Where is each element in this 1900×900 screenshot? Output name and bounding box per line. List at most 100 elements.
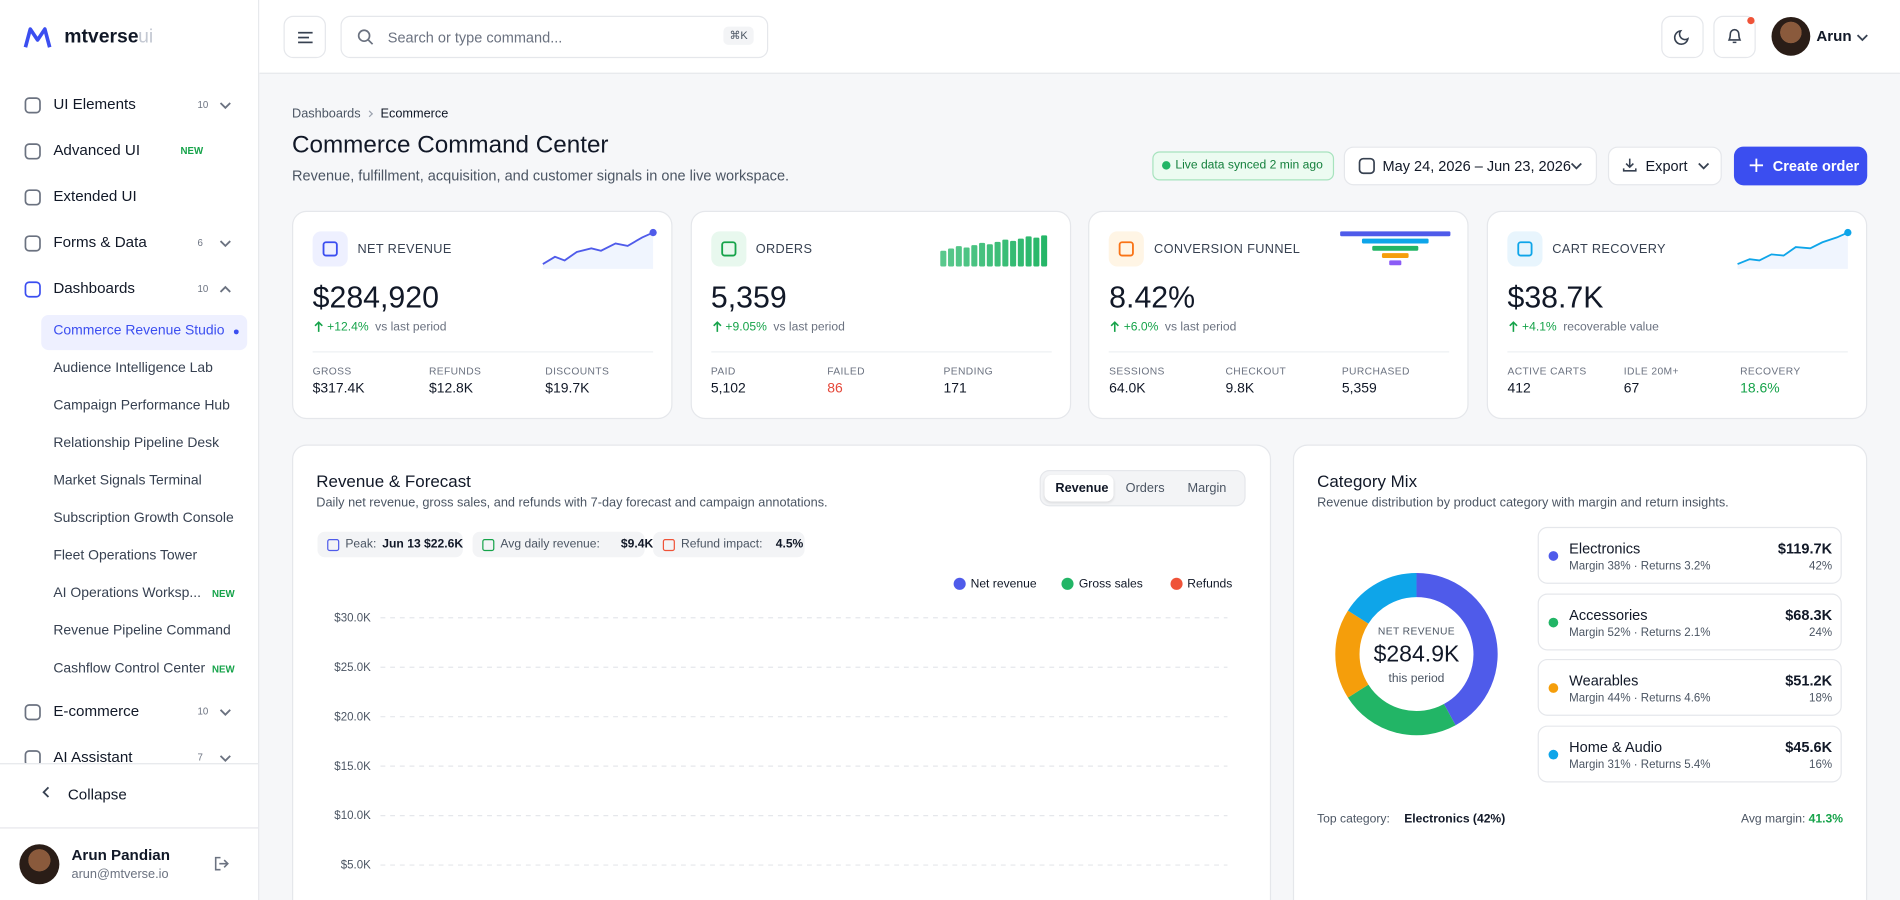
spark-bar [947, 248, 954, 267]
up-arrow [712, 321, 722, 332]
footer-label: Top category: [1317, 812, 1390, 827]
nav-subitem[interactable]: Fleet Operations Tower [53, 548, 198, 564]
tab[interactable]: Orders [1125, 480, 1165, 496]
nav-badge: NEW [180, 145, 204, 157]
chevron-path [219, 755, 231, 762]
divider [710, 351, 1052, 353]
nav-item[interactable]: Extended UI [53, 187, 137, 205]
bell-path [1727, 28, 1742, 44]
header-avatar[interactable] [1771, 16, 1811, 56]
breadcrumb-item[interactable]: Dashboards [292, 106, 361, 122]
nav-item[interactable]: Forms & Data [53, 233, 147, 251]
category-item[interactable] [1537, 725, 1842, 783]
kpi-label: NET REVENUE [357, 242, 452, 257]
divider [0, 827, 259, 829]
kpi-card [1486, 210, 1868, 420]
nav-icon [24, 704, 41, 721]
nav-subitem[interactable]: Subscription Growth Console [53, 511, 234, 526]
spark-bar [1017, 238, 1024, 267]
stat-value: 412 [1507, 381, 1531, 397]
kpi-card [1088, 210, 1470, 420]
nav-subitem[interactable]: Commerce Revenue Studio [53, 323, 225, 338]
spark-bar [1025, 236, 1032, 267]
nav-subitem[interactable]: Revenue Pipeline Command [53, 623, 231, 639]
category-dot [1548, 749, 1559, 760]
category-item[interactable] [1537, 593, 1842, 650]
collapse-button[interactable]: Collapse [67, 786, 127, 804]
export-button[interactable] [1607, 146, 1722, 186]
sync-dot [1162, 161, 1171, 170]
theme-toggle[interactable] [1661, 15, 1704, 59]
nav-subitem[interactable]: Audience Intelligence Lab [53, 360, 213, 376]
chip [653, 531, 805, 558]
category-item[interactable] [1537, 526, 1842, 584]
kpi-icon-glyph [1517, 241, 1533, 257]
stat-value: $12.8K [428, 381, 474, 397]
spark-bar [939, 250, 946, 267]
kpi-icon [312, 231, 348, 267]
nav-icon [24, 97, 41, 114]
kpi-label: ORDERS [755, 242, 813, 257]
nav-icon [24, 189, 41, 206]
kpi-label: CART RECOVERY [1552, 242, 1666, 257]
sparkline [1340, 231, 1451, 266]
category-name: Wearables [1569, 672, 1639, 690]
kpi-icon-glyph [720, 241, 737, 257]
chevron [219, 102, 231, 110]
stat-value: $19.7K [545, 381, 590, 397]
category-value: $45.6K [1785, 738, 1833, 756]
legend-label: Gross sales [1078, 577, 1143, 592]
nav-item[interactable]: UI Elements [53, 95, 136, 113]
stat-label: CHECKOUT [1225, 364, 1287, 377]
stat-value: 171 [943, 381, 967, 397]
nav-subitem[interactable]: Campaign Performance Hub [53, 398, 230, 414]
footer-label: Avg margin: [1740, 812, 1806, 827]
nav-subitem[interactable]: Market Signals Terminal [53, 473, 202, 489]
nav-item[interactable]: Advanced UI [53, 141, 141, 159]
stat-value: 5,102 [710, 381, 746, 397]
notification-dot [1747, 16, 1755, 25]
category-dot [1548, 551, 1559, 561]
plus-path [1749, 158, 1764, 173]
tab[interactable]: Margin [1187, 480, 1227, 496]
notifications[interactable] [1713, 15, 1756, 59]
sparkline [939, 235, 1047, 267]
date-range[interactable] [1343, 146, 1598, 186]
plus-icon [1749, 158, 1764, 173]
nav-subitem[interactable]: Relationship Pipeline Desk [53, 436, 220, 451]
stat-label: DISCOUNTS [545, 364, 610, 377]
category-item[interactable] [1537, 659, 1842, 717]
chip-icon [482, 539, 495, 552]
donut-segment [1347, 572, 1417, 625]
chevron-path [1570, 162, 1582, 170]
y-tick-label: $25.0K [334, 662, 371, 674]
nav-icon [24, 281, 41, 298]
menu-icon [298, 31, 313, 44]
logo-mark [23, 27, 52, 48]
spark-bar [994, 241, 1001, 267]
up-arrow [1111, 321, 1120, 332]
center-label: NET REVENUE [1377, 625, 1456, 638]
nav-active-bg [41, 314, 248, 351]
nav-subitem[interactable]: AI Operations Worksp... [53, 586, 201, 601]
nav-icon [24, 143, 41, 160]
nav-item[interactable]: Dashboards [53, 279, 135, 297]
category-dot [1548, 683, 1559, 694]
tab[interactable]: Revenue [1055, 480, 1109, 496]
category-value: $51.2K [1785, 672, 1833, 690]
moon-icon [1673, 29, 1690, 45]
nav-item[interactable]: E-commerce [53, 702, 140, 720]
nav-badge: 10 [197, 706, 209, 718]
center-value: $284.9K [1373, 641, 1460, 668]
nav-subitem[interactable]: Cashflow Control Center [53, 661, 206, 676]
header-user[interactable]: Arun [1816, 27, 1852, 45]
logout-icon [214, 856, 229, 871]
category-detail: Margin 44% · Returns 4.6% [1569, 691, 1711, 706]
active-dot [233, 329, 239, 335]
spark-bar [1001, 239, 1008, 267]
brand: mtverse [64, 26, 139, 48]
nav-item[interactable]: AI Assistant [53, 748, 133, 766]
up-arrow [314, 321, 323, 332]
search-box[interactable] [340, 15, 769, 59]
